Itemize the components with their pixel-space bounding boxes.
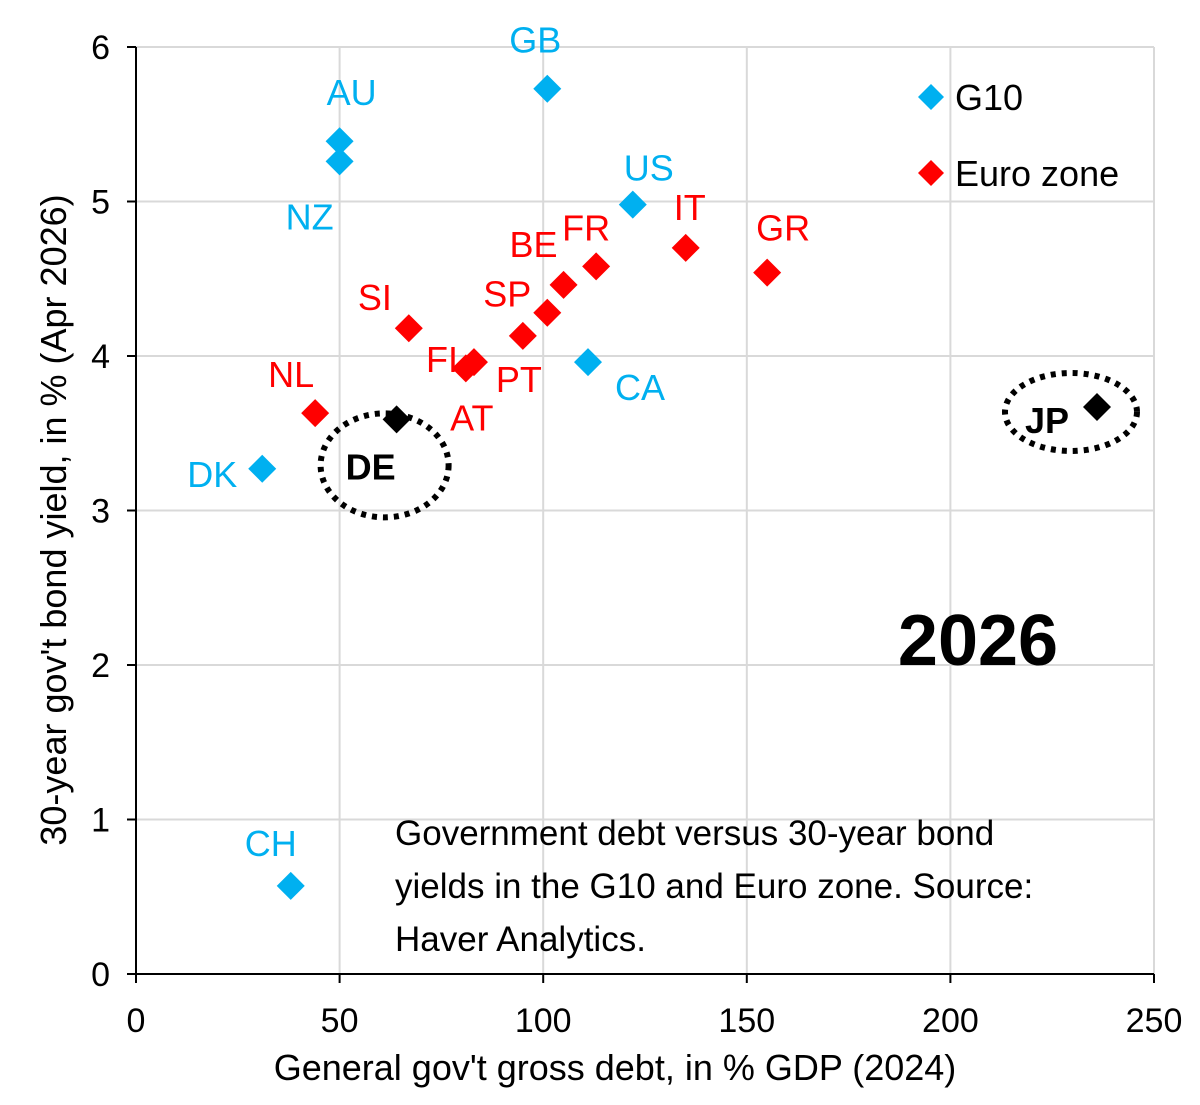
x-tick-label: 50: [321, 1002, 359, 1040]
marker-us: [618, 190, 647, 219]
note-line-3: Haver Analytics.: [395, 920, 646, 959]
point-label-de: DE: [346, 446, 396, 487]
point-label-be: BE: [510, 224, 558, 265]
legend-marker-euro-zone: [918, 160, 944, 186]
note-line-2: yields in the G10 and Euro zone. Source:: [395, 867, 1033, 906]
marker-it: [671, 233, 700, 262]
y-tick-label: 1: [91, 802, 110, 840]
legend: G10 Euro zone: [918, 77, 1119, 194]
marker-nl: [301, 399, 330, 428]
y-tick-label: 6: [91, 29, 110, 67]
marker-nz: [325, 147, 354, 176]
point-label-pt: PT: [496, 359, 542, 400]
marker-pt: [508, 321, 537, 350]
point-label-jp: JP: [1025, 400, 1069, 441]
y-axis-title: 30-year gov't bond yield, in % (Apr 2026…: [33, 194, 74, 845]
x-tick-label: 200: [922, 1002, 979, 1040]
marker-ch: [276, 871, 305, 900]
axes: [127, 46, 1155, 983]
point-label-at: AT: [450, 397, 493, 438]
legend-label-euro-zone: Euro zone: [955, 153, 1119, 194]
point-label-fi: FI: [426, 339, 458, 380]
marker-be: [549, 270, 578, 299]
marker-sp: [533, 298, 562, 327]
point-label-it: IT: [674, 187, 706, 228]
marker-at: [451, 354, 480, 383]
legend-marker-g10: [918, 84, 944, 110]
point-label-us: US: [624, 148, 674, 189]
highlight-circle-de: [317, 410, 452, 521]
point-label-nz: NZ: [286, 196, 334, 237]
point-label-ch: CH: [245, 823, 297, 864]
x-tick-label: 150: [718, 1002, 775, 1040]
marker-fr: [582, 252, 611, 281]
point-label-ca: CA: [615, 367, 665, 408]
source-note: Government debt versus 30-year bond yiel…: [395, 814, 1033, 959]
marker-jp: [1082, 392, 1111, 421]
point-label-gb: GB: [509, 20, 561, 61]
point-label-nl: NL: [268, 354, 314, 395]
marker-au: [325, 127, 354, 156]
marker-de: [382, 405, 411, 434]
y-tick-label: 3: [91, 493, 110, 531]
gridlines: [136, 46, 1155, 974]
marker-ca: [573, 348, 602, 377]
x-axis-title: General gov't gross debt, in % GDP (2024…: [274, 1047, 957, 1088]
y-tick-label: 5: [91, 184, 110, 222]
point-label-si: SI: [358, 277, 392, 318]
point-label-sp: SP: [483, 274, 531, 315]
x-tick-label: 250: [1126, 1002, 1183, 1040]
marker-gr: [753, 258, 782, 287]
data-points: [248, 74, 1111, 900]
marker-si: [394, 314, 423, 343]
marker-dk: [248, 454, 277, 483]
x-tick-label: 100: [515, 1002, 572, 1040]
highlight-circle-jp: [1001, 369, 1140, 454]
x-tick-label: 0: [127, 1002, 146, 1040]
y-tick-label: 2: [91, 647, 110, 685]
point-label-fr: FR: [562, 207, 610, 248]
point-label-gr: GR: [756, 208, 810, 249]
point-label-au: AU: [327, 72, 377, 113]
note-line-1: Government debt versus 30-year bond: [395, 814, 994, 853]
tick-labels: 0 50 100 150 200 250 0 1 2 3 4 5 6: [91, 29, 1182, 1040]
y-tick-label: 0: [91, 956, 110, 994]
year-label: 2026: [898, 601, 1058, 681]
legend-label-g10: G10: [955, 77, 1023, 118]
highlight-circles: [317, 369, 1140, 521]
marker-gb: [533, 74, 562, 103]
point-label-dk: DK: [187, 454, 237, 495]
y-tick-label: 4: [91, 338, 110, 376]
